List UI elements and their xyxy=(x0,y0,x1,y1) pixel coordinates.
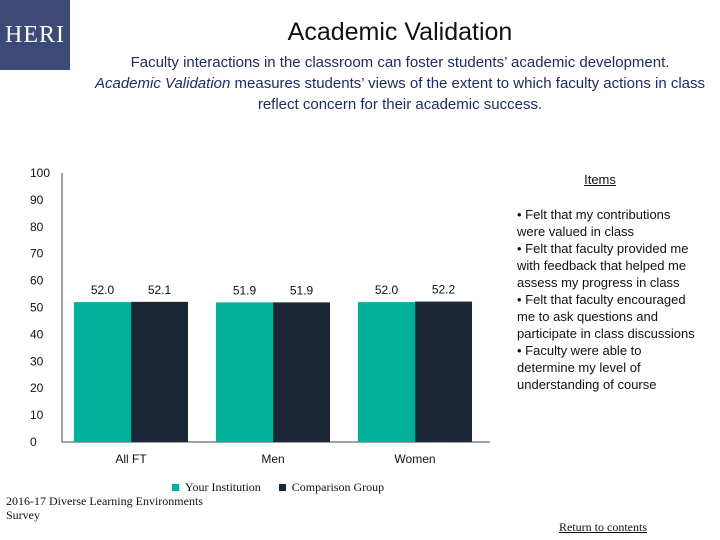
bar-your-institution xyxy=(216,302,273,442)
y-tick-label: 60 xyxy=(30,274,44,288)
item-1: Felt that my contributions were valued i… xyxy=(517,206,702,240)
x-category-label: Women xyxy=(394,452,435,466)
item-2: Felt that faculty provided me with feedb… xyxy=(517,240,702,291)
source-note: 2016-17 Diverse Learning Environments Su… xyxy=(6,494,203,522)
y-tick-label: 30 xyxy=(30,354,44,368)
legend-swatch-comparison-group xyxy=(278,484,286,491)
legend-comparison-group: Comparison Group xyxy=(278,480,385,495)
logo-text: HERI xyxy=(5,21,65,48)
data-label: 51.9 xyxy=(290,283,314,297)
y-tick-label: 70 xyxy=(30,247,44,261)
bar-comparison-group xyxy=(273,302,330,442)
chart-legend: Your Institution Comparison Group xyxy=(172,480,384,495)
items-heading: Items xyxy=(584,172,616,187)
return-to-contents-link[interactable]: Return to contents xyxy=(559,520,647,534)
subtitle-rest: measures students’ views of the extent t… xyxy=(230,75,706,113)
legend-your-institution: Your Institution xyxy=(172,480,261,495)
x-category-label: All FT xyxy=(115,452,147,466)
item-4: Faculty were able to determine my level … xyxy=(517,342,702,393)
subtitle-italic-term: Academic Validation xyxy=(94,75,231,92)
y-tick-label: 0 xyxy=(30,435,37,449)
y-tick-label: 40 xyxy=(30,327,44,341)
y-tick-label: 90 xyxy=(30,193,44,207)
data-label: 51.9 xyxy=(233,283,257,297)
bar-comparison-group xyxy=(415,301,472,442)
bar-chart: 0 10 20 30 40 50 60 70 80 90 100 52.0 52.1 All FT 51.9… xyxy=(30,166,490,466)
legend-swatch-your-institution xyxy=(172,484,179,491)
page-title: Academic Validation xyxy=(287,18,513,46)
data-label: 52.0 xyxy=(375,283,399,297)
legend-label-comparison-group: Comparison Group xyxy=(291,480,385,494)
heri-logo: HERI xyxy=(0,0,70,70)
y-tick-label: 50 xyxy=(30,301,44,315)
data-label: 52.0 xyxy=(91,283,115,297)
x-category-label: Men xyxy=(261,452,284,466)
data-label: 52.1 xyxy=(148,283,172,297)
data-label: 52.2 xyxy=(432,283,456,297)
page-subtitle: Faculty interactions in the classroom ca… xyxy=(80,52,720,115)
bar-your-institution xyxy=(358,302,415,442)
y-tick-label: 10 xyxy=(30,408,44,422)
y-tick-label: 20 xyxy=(30,381,44,395)
bar-your-institution xyxy=(74,302,131,442)
y-tick-label: 80 xyxy=(30,220,44,234)
item-3: Felt that faculty encouraged me to ask q… xyxy=(517,291,702,342)
subtitle-line1: Faculty interactions in the classroom ca… xyxy=(130,54,670,71)
legend-label-your-institution: Your Institution xyxy=(185,480,261,494)
items-list: Felt that my contributions were valued i… xyxy=(517,206,702,393)
bar-comparison-group xyxy=(131,301,188,442)
y-tick-label: 100 xyxy=(30,166,50,180)
